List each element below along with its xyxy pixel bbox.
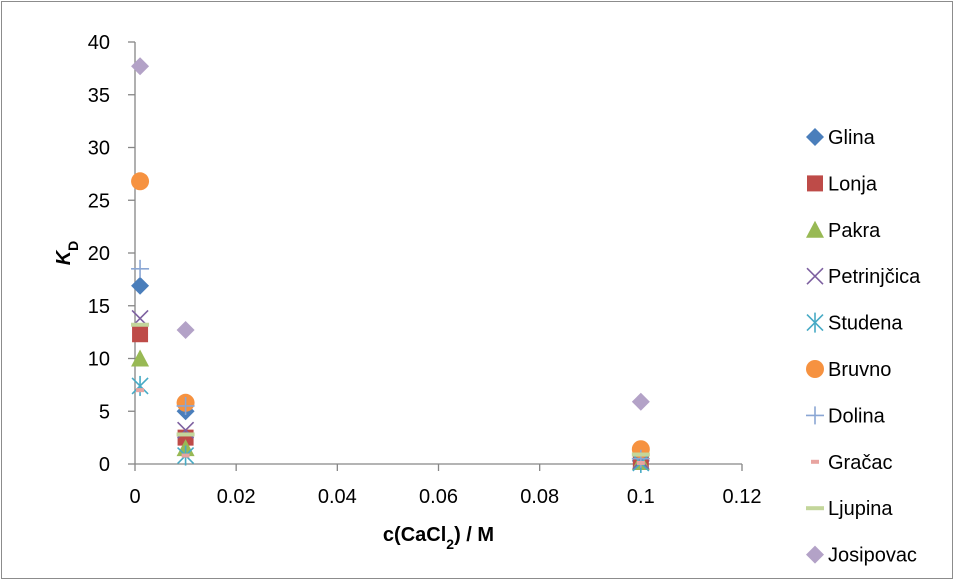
data-points <box>131 57 650 473</box>
legend-marker <box>806 312 824 333</box>
x-tick-label: 0.04 <box>318 486 357 508</box>
y-tick-label: 5 <box>99 401 110 423</box>
legend-label: Petrinjčica <box>828 266 921 288</box>
legend-label: Pakra <box>828 220 881 242</box>
legend-label: Ljupina <box>828 498 893 520</box>
data-point <box>181 453 190 458</box>
data-point <box>131 57 150 76</box>
y-tick-label: 20 <box>88 243 110 265</box>
series-gračac <box>136 388 645 465</box>
y-tick-label: 25 <box>88 190 110 212</box>
legend: Glina Lonja Pakra Petrinjčica Studena Bruvno D… <box>806 127 921 567</box>
data-point <box>176 321 195 340</box>
y-tick-label: 35 <box>88 85 110 107</box>
data-point <box>136 388 145 393</box>
legend-marker <box>806 267 824 285</box>
x-axis-title: c(CaCl2) / M <box>383 524 494 552</box>
x-axis-title-tail: ) / M <box>454 524 494 546</box>
legend-label: Bruvno <box>828 359 891 381</box>
data-point <box>131 322 150 327</box>
x-axis-title-subscript: 2 <box>446 536 454 552</box>
legend-label: Josipovac <box>828 545 917 567</box>
series-josipovac <box>131 57 650 411</box>
legend-label: Glina <box>828 127 876 149</box>
tick-marks <box>128 41 743 471</box>
x-tick-label: 0.06 <box>419 486 458 508</box>
series-pakra <box>131 349 650 470</box>
x-tick-label: 0.1 <box>627 486 655 508</box>
legend-item: Gračac <box>811 452 892 474</box>
series-bruvno <box>131 172 650 459</box>
x-tick-label: 0.12 <box>723 486 762 508</box>
series-dolina <box>131 259 650 468</box>
x-tick-label: 0 <box>129 486 140 508</box>
data-point <box>132 326 149 343</box>
data-point <box>131 276 150 295</box>
legend-item: Lonja <box>807 173 878 195</box>
legend-item: Studena <box>806 312 903 335</box>
legend-label: Gračac <box>828 452 892 474</box>
y-axis-title-main: K <box>53 249 75 265</box>
data-point <box>131 259 150 278</box>
legend-marker <box>806 506 824 511</box>
legend-item: Ljupina <box>806 498 893 520</box>
tick-labels: 0 5 10 15 20 25 30 35 40 0 0.02 0.04 0.06 0.08 0.1 0.12 <box>88 32 762 508</box>
legend-marker <box>806 128 824 146</box>
series-studena <box>131 375 650 473</box>
series-ljupina <box>131 322 650 457</box>
legend-item: Glina <box>806 127 876 149</box>
y-tick-label: 30 <box>88 138 110 160</box>
legend-marker <box>806 360 824 378</box>
data-point <box>131 172 150 191</box>
x-axis-title-main: c(CaCl <box>383 524 446 546</box>
series-lonja <box>132 326 649 470</box>
legend-item: Petrinjčica <box>806 266 921 288</box>
series-glina <box>131 276 650 470</box>
legend-item: Pakra <box>806 220 881 242</box>
data-point <box>176 396 195 415</box>
legend-label: Studena <box>828 313 903 335</box>
y-tick-label: 10 <box>88 349 110 371</box>
legend-label: Lonja <box>828 173 878 195</box>
data-point <box>176 432 195 437</box>
y-tick-label: 15 <box>88 296 110 318</box>
legend-item: Dolina <box>806 405 886 427</box>
x-tick-label: 0.02 <box>217 486 256 508</box>
data-point <box>631 392 650 411</box>
axes <box>134 42 742 465</box>
legend-marker <box>811 459 819 464</box>
legend-marker <box>807 175 823 192</box>
legend-marker <box>806 220 824 238</box>
y-axis-title-subscript: D <box>65 241 81 251</box>
legend-marker <box>806 406 824 425</box>
legend-item: Josipovac <box>806 545 917 567</box>
y-tick-label: 0 <box>99 454 110 476</box>
legend-label: Dolina <box>828 405 886 427</box>
legend-marker <box>806 545 824 564</box>
data-point <box>131 375 149 396</box>
data-point <box>636 460 645 465</box>
data-point <box>131 349 150 367</box>
legend-item: Bruvno <box>806 359 891 381</box>
y-axis-title: KD <box>53 241 81 266</box>
data-point <box>631 452 650 457</box>
x-tick-label: 0.08 <box>520 486 559 508</box>
series-petrinjčica <box>131 309 650 470</box>
y-tick-label: 40 <box>88 32 110 54</box>
